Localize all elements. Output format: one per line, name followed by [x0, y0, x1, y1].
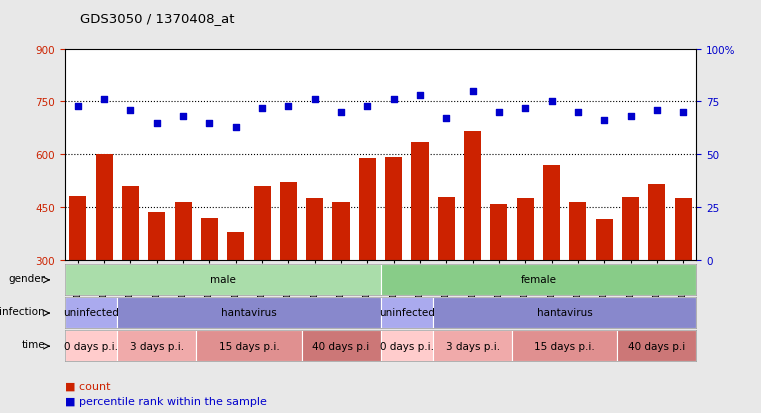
Text: 15 days p.i.: 15 days p.i.	[534, 341, 595, 351]
Bar	[648, 185, 665, 260]
Bar	[385, 157, 403, 260]
Point	[309, 97, 321, 103]
Point	[625, 114, 637, 120]
Text: male: male	[209, 275, 236, 285]
Point	[598, 118, 610, 124]
Point	[203, 120, 215, 127]
Bar	[301, 330, 380, 361]
Text: GDS3050 / 1370408_at: GDS3050 / 1370408_at	[80, 12, 234, 25]
Point	[572, 109, 584, 116]
Point	[361, 103, 374, 110]
Bar	[674, 199, 692, 260]
Text: infection: infection	[0, 306, 45, 316]
Bar	[358, 158, 376, 260]
Point	[546, 99, 558, 105]
Point	[387, 97, 400, 103]
Point	[519, 105, 531, 112]
Text: uninfected: uninfected	[63, 308, 119, 318]
Point	[151, 120, 163, 127]
Bar	[65, 297, 117, 328]
Point	[124, 107, 136, 114]
Point	[440, 116, 452, 122]
Bar	[433, 297, 696, 328]
Point	[282, 103, 295, 110]
Text: uninfected: uninfected	[379, 308, 435, 318]
Point	[677, 109, 689, 116]
Bar	[148, 213, 165, 260]
Text: ■ percentile rank within the sample: ■ percentile rank within the sample	[65, 396, 266, 406]
Bar	[412, 142, 428, 260]
Bar	[617, 330, 696, 361]
Text: time: time	[21, 339, 45, 349]
Bar	[512, 330, 617, 361]
Bar	[380, 264, 696, 295]
Point	[493, 109, 505, 116]
Point	[230, 124, 242, 131]
Text: hantavirus: hantavirus	[221, 308, 277, 318]
Text: 15 days p.i.: 15 days p.i.	[218, 341, 279, 351]
Bar	[65, 264, 380, 295]
Bar	[196, 330, 301, 361]
Bar	[69, 197, 87, 260]
Point	[651, 107, 663, 114]
Bar	[517, 199, 533, 260]
Bar	[117, 330, 196, 361]
Bar	[333, 202, 349, 260]
Bar	[201, 218, 218, 260]
Text: 0 days p.i.: 0 days p.i.	[64, 341, 118, 351]
Bar	[543, 166, 560, 260]
Point	[177, 114, 189, 120]
Bar	[96, 155, 113, 260]
Point	[466, 88, 479, 95]
Point	[414, 93, 426, 99]
Bar	[464, 132, 481, 260]
Bar	[117, 297, 380, 328]
Bar	[280, 183, 297, 260]
Bar	[65, 330, 117, 361]
Bar	[253, 187, 271, 260]
Text: ■ count: ■ count	[65, 380, 110, 390]
Text: 0 days p.i.: 0 days p.i.	[380, 341, 434, 351]
Text: 40 days p.i: 40 days p.i	[313, 341, 370, 351]
Text: hantavirus: hantavirus	[537, 308, 593, 318]
Bar	[228, 232, 244, 260]
Bar	[433, 330, 512, 361]
Bar	[438, 198, 455, 260]
Text: 40 days p.i: 40 days p.i	[629, 341, 686, 351]
Point	[256, 105, 268, 112]
Bar	[380, 330, 433, 361]
Bar	[380, 297, 433, 328]
Text: 3 days p.i.: 3 days p.i.	[129, 341, 184, 351]
Bar	[569, 202, 587, 260]
Text: female: female	[521, 275, 556, 285]
Point	[72, 103, 84, 110]
Point	[98, 97, 110, 103]
Bar	[490, 204, 508, 260]
Point	[335, 109, 347, 116]
Bar	[306, 199, 323, 260]
Bar	[622, 198, 639, 260]
Text: gender: gender	[8, 273, 45, 283]
Text: 3 days p.i.: 3 days p.i.	[445, 341, 500, 351]
Bar	[174, 202, 192, 260]
Bar	[596, 220, 613, 260]
Bar	[122, 187, 139, 260]
